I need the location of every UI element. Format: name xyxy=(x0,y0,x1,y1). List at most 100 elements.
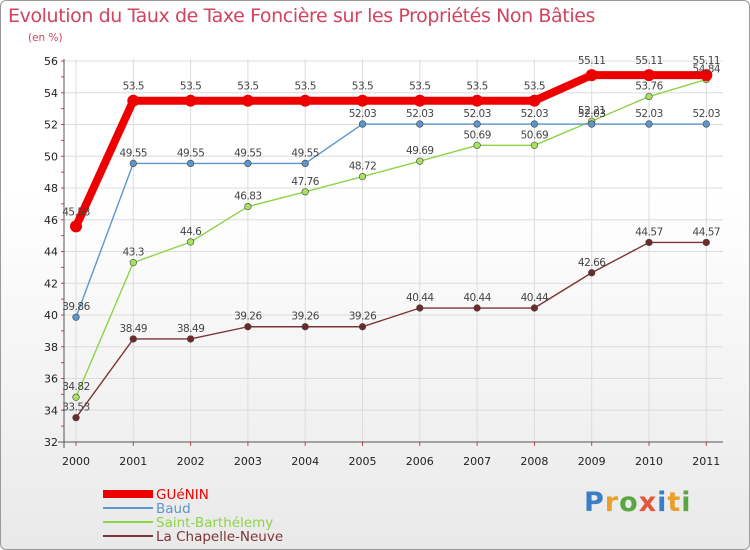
data-point-la-chapelle-neuve xyxy=(530,304,539,312)
series-layer xyxy=(70,69,713,422)
y-tick-label: 40 xyxy=(44,309,58,322)
y-tick-label: 44 xyxy=(44,246,58,259)
data-label-saint-barth-lemy: 34.82 xyxy=(62,381,90,393)
series-line-saint-barth-lemy xyxy=(75,78,707,398)
data-point-baud xyxy=(244,159,252,167)
y-tick-label: 48 xyxy=(44,182,58,195)
data-point-gu-nin xyxy=(299,94,312,107)
data-point-la-chapelle-neuve xyxy=(702,238,710,247)
data-point-la-chapelle-neuve xyxy=(187,335,195,343)
data-point-baud xyxy=(416,120,424,128)
data-label-la-chapelle-neuve: 40.44 xyxy=(463,292,491,304)
data-point-gu-nin xyxy=(241,94,254,107)
data-label-gu-nin: 53.5 xyxy=(352,81,373,93)
data-point-la-chapelle-neuve xyxy=(645,238,653,247)
data-point-la-chapelle-neuve xyxy=(72,414,80,422)
data-label-la-chapelle-neuve: 39.26 xyxy=(234,311,262,323)
data-point-baud xyxy=(301,159,309,167)
data-label-gu-nin: 53.5 xyxy=(123,81,144,93)
y-tick-label: 42 xyxy=(44,277,58,290)
x-tick-label: 2005 xyxy=(349,455,377,468)
data-label-gu-nin: 53.5 xyxy=(295,81,316,93)
data-label-la-chapelle-neuve: 44.57 xyxy=(693,226,721,238)
data-label-baud: 52.03 xyxy=(349,108,377,120)
data-label-la-chapelle-neuve: 38.49 xyxy=(120,323,148,335)
data-point-baud xyxy=(530,120,539,128)
data-label-baud: 52.03 xyxy=(406,108,434,120)
data-label-gu-nin: 53.5 xyxy=(466,81,487,93)
data-label-baud: 52.03 xyxy=(578,108,606,120)
series-line-gu-nin xyxy=(72,71,711,231)
grid xyxy=(64,59,723,443)
data-label-baud: 49.55 xyxy=(177,147,205,159)
data-label-baud: 49.55 xyxy=(291,147,319,159)
x-tick-label: 2004 xyxy=(291,455,319,468)
data-label-saint-barth-lemy: 48.72 xyxy=(349,161,377,173)
data-label-gu-nin: 53.5 xyxy=(524,81,545,93)
data-point-la-chapelle-neuve xyxy=(588,269,596,277)
data-point-gu-nin xyxy=(413,94,426,107)
data-point-la-chapelle-neuve xyxy=(244,323,252,331)
data-point-saint-barth-lemy xyxy=(645,92,653,101)
data-point-saint-barth-lemy xyxy=(358,172,367,181)
data-label-baud: 39.86 xyxy=(62,301,90,313)
data-labels-layer: 34.82 43.3 44.6 46.83 47.76 48.72 49.69 50.69 50… xyxy=(62,55,721,414)
data-label-baud: 52.03 xyxy=(693,108,721,120)
x-tick-label: 2009 xyxy=(578,455,606,468)
axes: 32 34 36 38 40 42 44 46 48 50 52 54 56 2000 2001 2002 20… xyxy=(44,55,723,468)
data-label-gu-nin: 55.11 xyxy=(693,55,721,67)
data-point-gu-nin xyxy=(127,94,140,107)
data-label-baud: 52.03 xyxy=(463,108,491,120)
data-label-la-chapelle-neuve: 40.44 xyxy=(406,292,434,304)
y-tick-label: 38 xyxy=(44,341,58,354)
series-line-baud xyxy=(75,123,707,318)
logo-letter: P xyxy=(584,487,605,518)
series-line-la-chapelle-neuve xyxy=(75,241,707,419)
y-tick-label: 56 xyxy=(44,55,58,68)
data-point-baud xyxy=(129,159,137,167)
x-tick-label: 2000 xyxy=(62,455,90,468)
data-point-gu-nin xyxy=(643,69,655,82)
data-point-saint-barth-lemy xyxy=(473,141,481,149)
data-label-saint-barth-lemy: 46.83 xyxy=(234,191,262,203)
data-label-la-chapelle-neuve: 38.49 xyxy=(177,323,205,335)
data-label-saint-barth-lemy: 49.69 xyxy=(406,145,434,157)
y-tick-label: 34 xyxy=(44,404,58,417)
data-point-baud xyxy=(187,159,195,167)
y-tick-label: 54 xyxy=(44,87,58,100)
x-tick-label: 2001 xyxy=(119,455,147,468)
x-tick-label: 2008 xyxy=(520,455,548,468)
data-point-baud xyxy=(645,120,653,128)
data-label-saint-barth-lemy: 54.84 xyxy=(693,63,721,75)
data-label-gu-nin: 53.5 xyxy=(237,81,258,93)
data-point-saint-barth-lemy xyxy=(530,141,539,149)
logo-letter: x xyxy=(638,487,658,518)
data-label-saint-barth-lemy: 50.69 xyxy=(521,129,549,141)
data-point-baud xyxy=(588,120,596,128)
data-point-gu-nin xyxy=(356,94,369,107)
proxiti-logo: Proxiti xyxy=(584,487,692,518)
x-tick-label: 2006 xyxy=(406,455,434,468)
data-label-saint-barth-lemy: 50.69 xyxy=(463,129,491,141)
data-label-baud: 49.55 xyxy=(120,147,148,159)
y-tick-label: 32 xyxy=(44,436,58,449)
data-point-gu-nin xyxy=(471,94,484,107)
data-label-la-chapelle-neuve: 39.26 xyxy=(349,311,377,323)
data-point-la-chapelle-neuve xyxy=(416,304,424,312)
logo-letter: o xyxy=(619,487,639,518)
data-label-saint-barth-lemy: 43.3 xyxy=(123,247,144,259)
data-label-saint-barth-lemy: 44.6 xyxy=(180,226,202,238)
data-point-saint-barth-lemy xyxy=(129,259,137,267)
data-label-baud: 52.03 xyxy=(635,108,663,120)
data-label-gu-nin: 53.5 xyxy=(180,81,201,93)
data-point-saint-barth-lemy xyxy=(187,238,195,246)
data-label-gu-nin: 45.58 xyxy=(62,206,90,218)
x-tick-label: 2011 xyxy=(692,455,720,468)
data-point-baud xyxy=(473,120,481,128)
data-point-la-chapelle-neuve xyxy=(129,335,137,343)
legend-label-la-chapelle-neuve: La Chapelle-Neuve xyxy=(156,529,283,545)
data-label-la-chapelle-neuve: 39.26 xyxy=(291,311,319,323)
data-label-baud: 52.03 xyxy=(521,108,549,120)
